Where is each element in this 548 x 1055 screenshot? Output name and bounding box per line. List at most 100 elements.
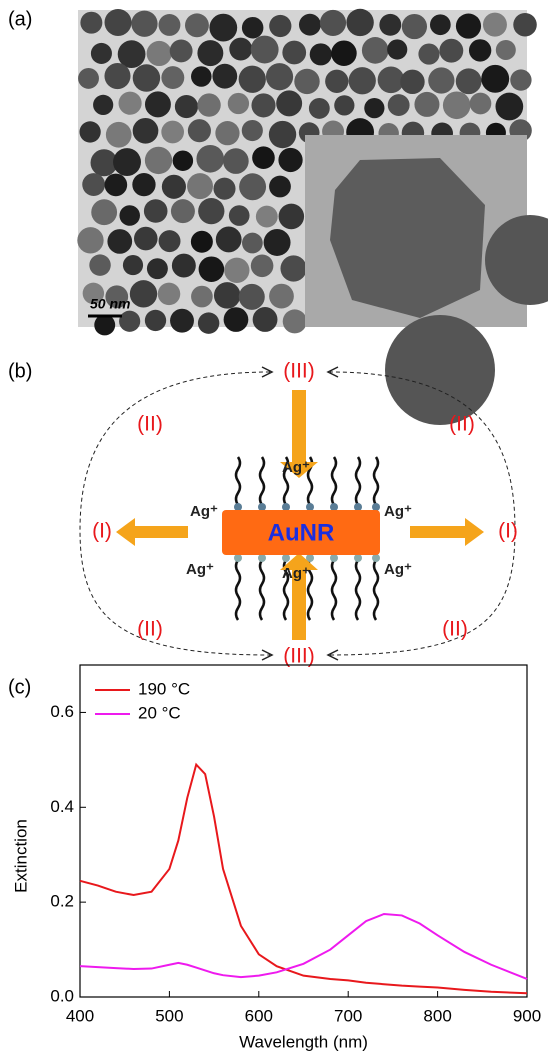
- ligand: [234, 456, 242, 506]
- nanoparticle: [161, 66, 185, 90]
- series-line: [79, 762, 528, 995]
- nanoparticle: [439, 38, 464, 63]
- nanoparticle: [94, 314, 116, 336]
- nanoparticle: [122, 254, 144, 276]
- ligand: [372, 559, 380, 621]
- nanoparticle: [269, 283, 294, 309]
- path-dashed: [79, 371, 516, 656]
- ligand-head: [330, 554, 338, 562]
- ligand: [330, 456, 338, 506]
- ligand: [282, 559, 290, 621]
- nanoparticle: [191, 66, 212, 87]
- nanoparticle: [187, 119, 211, 143]
- nanoparticle: [276, 90, 303, 117]
- nanoparticle: [146, 258, 168, 280]
- nanoparticle: [379, 13, 402, 36]
- region-label: (I): [498, 520, 518, 543]
- nanoparticle: [238, 283, 265, 310]
- nanoparticle: [428, 67, 455, 94]
- nanoparticle: [224, 257, 250, 283]
- nanoparticle: [89, 254, 111, 276]
- ligand: [258, 559, 266, 621]
- ligand-head: [258, 554, 266, 562]
- nanoparticle: [242, 232, 263, 254]
- nanoparticle: [157, 282, 181, 306]
- nanorod: [222, 510, 380, 555]
- inset-particle: [485, 215, 548, 305]
- nanoparticle: [187, 173, 213, 200]
- nanoparticle: [469, 92, 492, 115]
- ion: Ag⁺: [282, 565, 310, 582]
- inset-particle: [330, 158, 485, 318]
- nanoparticle: [400, 69, 425, 95]
- ion: Ag⁺: [384, 561, 412, 578]
- nanoparticle: [455, 68, 482, 95]
- nanoparticle: [146, 40, 172, 67]
- ligand-head: [306, 554, 314, 562]
- nanoparticle: [93, 94, 114, 115]
- nanoparticle: [282, 40, 307, 65]
- nanoparticle: [414, 91, 440, 117]
- nanoparticle: [77, 227, 104, 254]
- ligand-head: [354, 554, 362, 562]
- nanoparticle: [90, 42, 112, 64]
- nanoparticle: [223, 307, 249, 332]
- region-label: (II): [442, 618, 468, 641]
- x-tick-label: 500: [155, 1006, 183, 1025]
- nanoparticle: [119, 205, 140, 226]
- nanoparticle: [132, 117, 159, 144]
- region-label: (III): [283, 645, 315, 668]
- nanoparticle: [172, 150, 194, 171]
- legend-label: 190 °C: [138, 679, 190, 698]
- nanoparticle: [191, 285, 213, 308]
- nanoparticle: [133, 226, 158, 251]
- nanoparticle: [132, 64, 161, 92]
- ligand: [354, 559, 362, 621]
- nanoparticle: [252, 146, 275, 170]
- nanoparticle: [280, 255, 307, 282]
- nanoparticle: [238, 65, 266, 93]
- nanoparticle: [298, 13, 321, 36]
- nanoparticle: [377, 66, 405, 94]
- nanoparticle: [442, 91, 471, 120]
- nanoparticle: [104, 8, 132, 36]
- ligand: [354, 456, 362, 506]
- nanoparticle: [132, 172, 156, 197]
- series-line: [79, 912, 528, 980]
- ligand-head: [354, 503, 362, 511]
- nanoparticle: [105, 121, 132, 148]
- legend-label: 20 °C: [138, 703, 181, 722]
- nanoparticle: [119, 310, 141, 332]
- nanoparticle: [495, 92, 524, 121]
- arrows: [116, 390, 484, 640]
- nanoparticle: [158, 14, 181, 36]
- ligand-head: [306, 503, 314, 511]
- nanoparticle: [319, 9, 347, 37]
- nanoparticle: [361, 37, 389, 64]
- nanoparticle: [131, 10, 158, 37]
- nanoparticle: [228, 205, 250, 226]
- inset-particle: [385, 315, 495, 425]
- ligand: [306, 559, 314, 621]
- panel-label: (a): [8, 8, 32, 30]
- nanoparticle: [282, 309, 307, 334]
- nanoparticle: [348, 67, 376, 95]
- rod-label: AuNR: [268, 519, 335, 546]
- nanoparticle: [212, 63, 238, 89]
- region-label: (III): [283, 360, 315, 383]
- nanoparticle: [325, 69, 349, 93]
- x-axis-label: Wavelength (nm): [239, 1032, 368, 1051]
- nanoparticle: [269, 175, 291, 198]
- nanoparticle: [144, 91, 171, 118]
- x-tick-label: 800: [423, 1006, 451, 1025]
- nanoparticle: [170, 199, 195, 224]
- nanoparticle: [255, 205, 278, 228]
- nanoparticle: [294, 68, 320, 95]
- nanoparticle: [510, 69, 532, 91]
- y-tick-label: 0.2: [50, 892, 74, 911]
- nanoparticle: [278, 147, 303, 173]
- nanoparticle: [105, 285, 129, 309]
- nanoparticle: [334, 95, 355, 116]
- nanoparticle: [169, 39, 193, 63]
